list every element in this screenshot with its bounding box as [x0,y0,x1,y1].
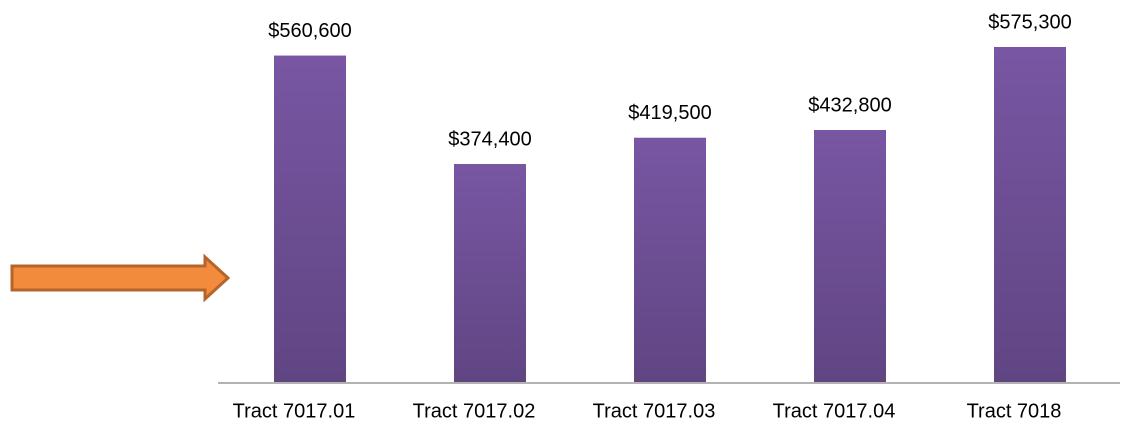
value-label: $575,300 [988,11,1071,33]
bar [994,47,1066,382]
x-tick-label: Tract 7017.03 [593,400,716,422]
bar [274,55,346,383]
value-label: $560,600 [268,20,351,42]
x-tick-label: Tract 7017.02 [413,400,536,422]
x-tick-label: Tract 7017.04 [773,400,896,422]
x-tick-label: Tract 7018 [967,400,1062,422]
value-label: $374,400 [448,128,531,150]
bar [814,129,886,382]
bar [634,137,706,382]
arrow [10,253,231,303]
x-tick-label: Tract 7017.01 [233,400,356,422]
value-label: $432,800 [808,94,891,116]
bar [454,163,526,382]
value-label: $419,500 [628,102,711,124]
